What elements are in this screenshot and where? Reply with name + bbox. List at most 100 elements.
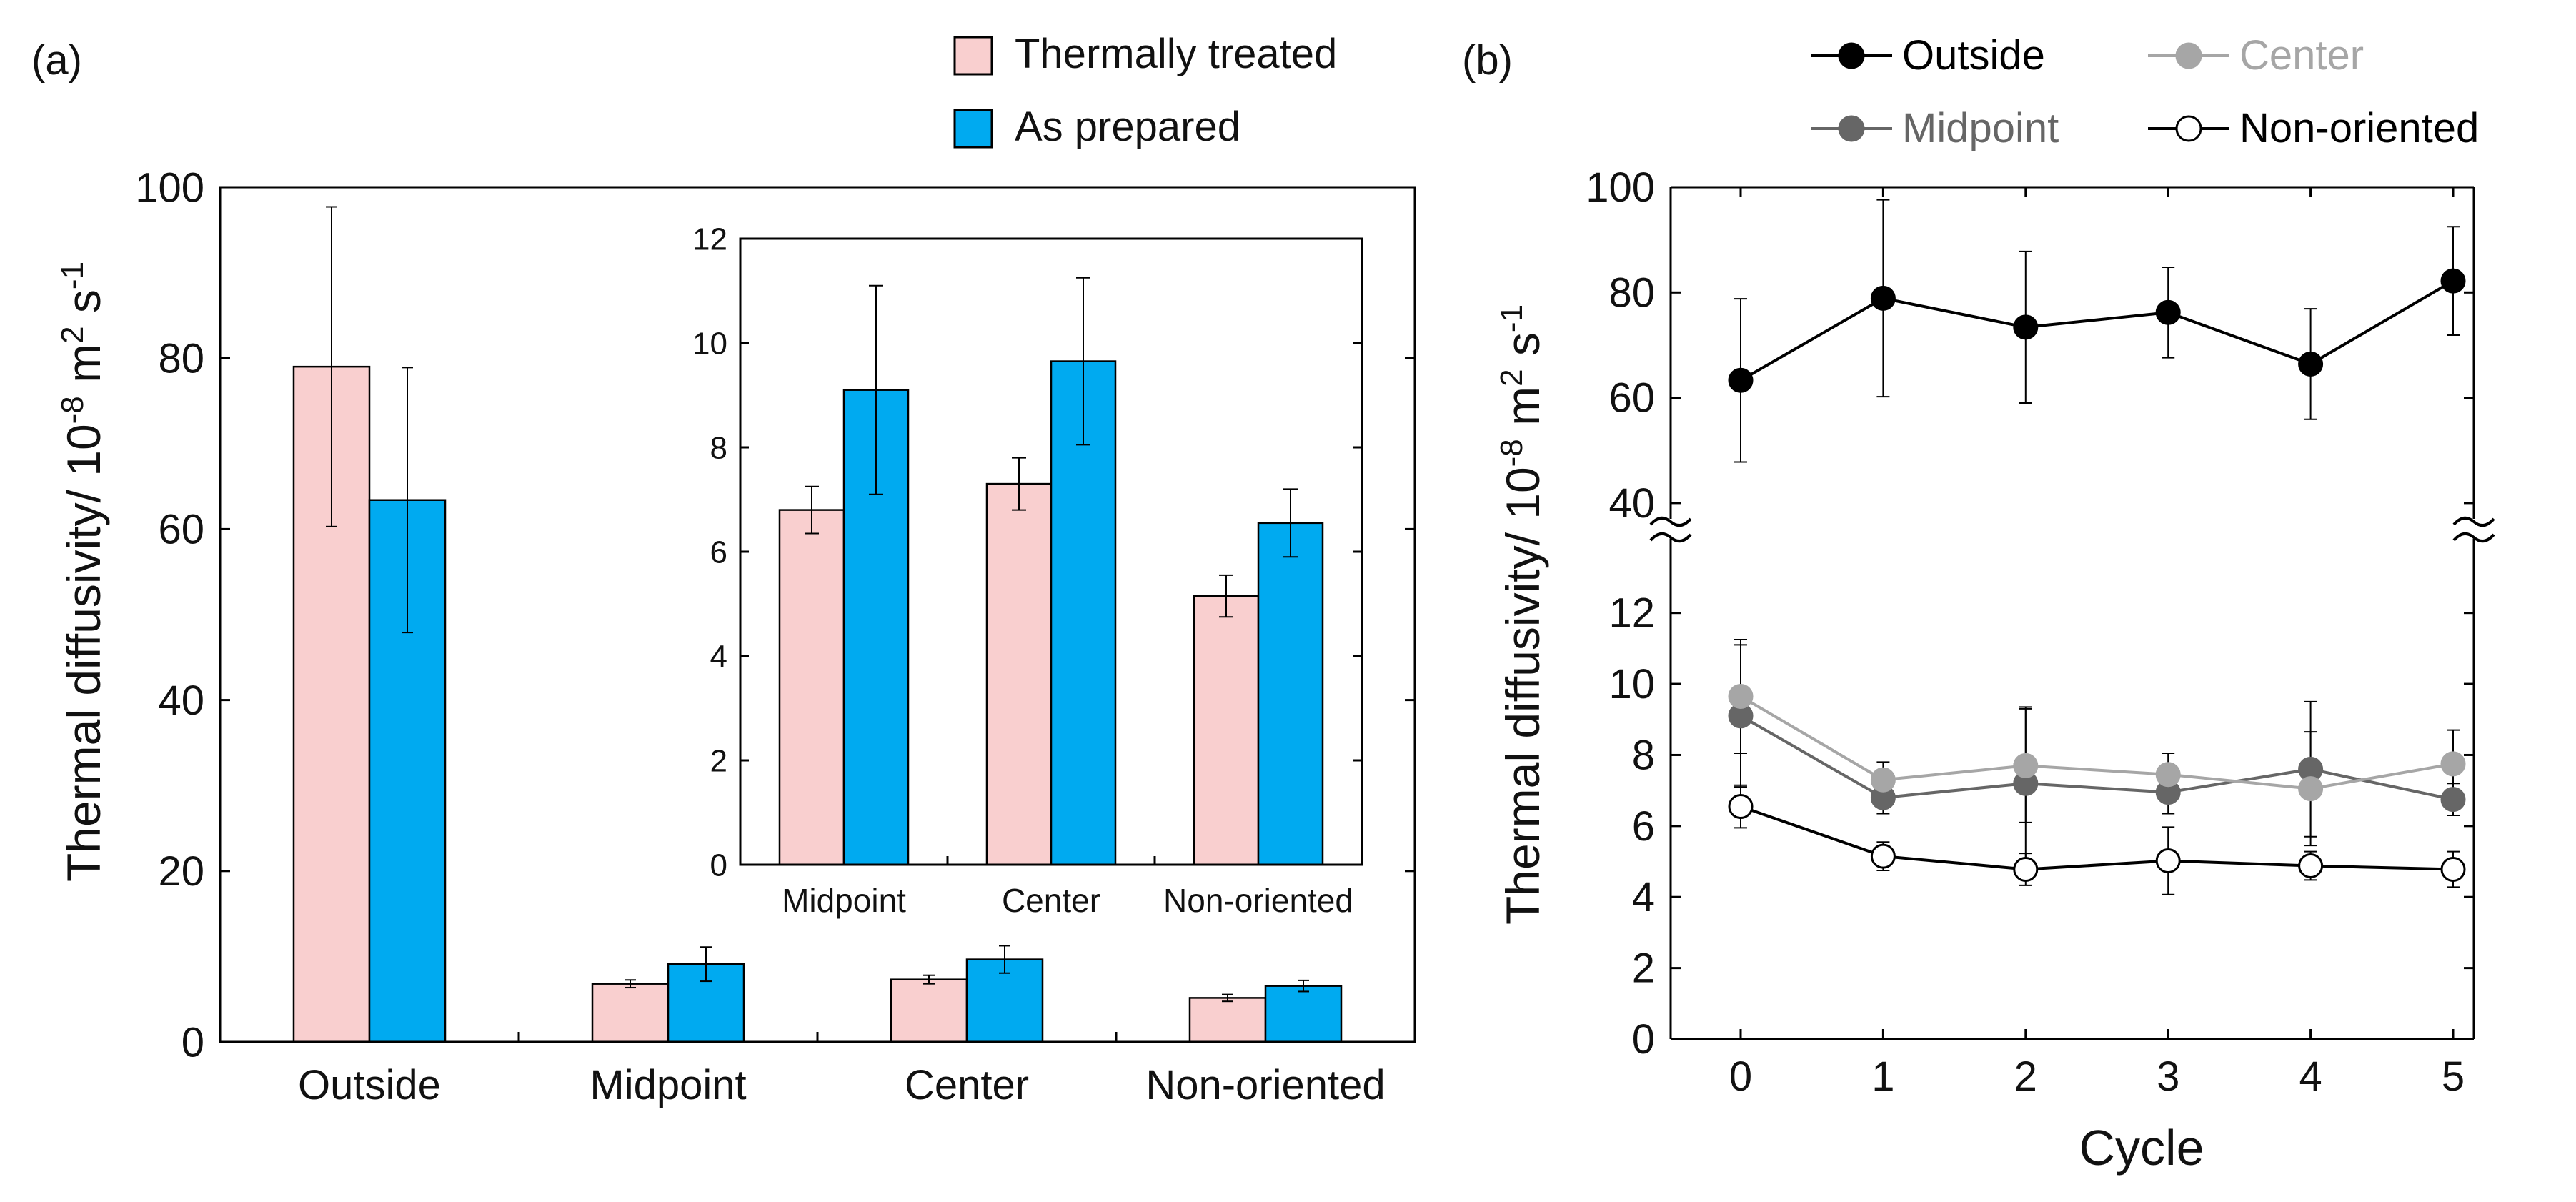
inset-chart: 0 2 4 6 8 10 12 Midpoint Center Non-oriented <box>692 222 1363 919</box>
bar-as-prepared-midpoint <box>842 389 910 866</box>
point-center-3 <box>2155 762 2181 788</box>
error-bar-thermally-treated-center <box>1012 457 1026 511</box>
legend-label-center: Center <box>2239 32 2364 79</box>
bar-as-prepared-non-oriented <box>1264 985 1343 1043</box>
legend-label-midpoint: Midpoint <box>1902 105 2059 152</box>
legend-label-thermally-treated: Thermally treated <box>1015 31 1337 77</box>
legend-a: Thermally treated As prepared <box>953 31 1337 150</box>
x-tick-label-midpoint: Midpoint <box>590 1062 746 1108</box>
error-bars-b <box>1734 199 2460 895</box>
error-bar-as-prepared-outside <box>402 367 413 634</box>
point-outside-2 <box>2013 314 2039 340</box>
legend-entry-midpoint: Midpoint <box>1811 105 2059 152</box>
y-tick-label: 60 <box>158 507 204 553</box>
x-tick-label: 5 <box>2442 1053 2465 1100</box>
y-tick-label: 12 <box>1608 590 1655 637</box>
error-bar-thermally-treated-center <box>923 974 935 985</box>
x-axis-ticks-a: Outside Midpoint Center Non-oriented <box>298 1032 1386 1108</box>
error-bar-as-prepared-non-oriented <box>1283 488 1298 558</box>
x-tick-label-center: Center <box>905 1062 1029 1108</box>
bar-thermally-treated-center <box>890 978 968 1043</box>
bar-as-prepared-outside <box>368 499 447 1043</box>
legend-b: Outside Center Midpoint Non-oriented <box>1811 32 2479 152</box>
bar-thermally-treated-midpoint <box>778 509 845 866</box>
point-non-oriented-4 <box>2298 853 2324 879</box>
point-midpoint-5 <box>2440 787 2466 813</box>
bar-thermally-treated-center <box>985 482 1053 866</box>
legend-entry-outside: Outside <box>1811 32 2045 79</box>
x-tick-label: 2 <box>2014 1053 2037 1100</box>
error-bar-thermally-treated-outside <box>326 206 337 527</box>
y-tick-label: 100 <box>1586 164 1655 211</box>
point-non-oriented-5 <box>2440 856 2466 882</box>
axis-break-marks <box>1649 516 2495 543</box>
x-tick-label-midpoint: Midpoint <box>782 882 906 919</box>
point-non-oriented-3 <box>2155 848 2181 874</box>
legend-marker-non-oriented <box>2175 115 2202 142</box>
inset-y-axis-ticks: 0 2 4 6 8 10 12 <box>692 222 1362 883</box>
error-bars-a <box>326 206 1309 1003</box>
inset-error-bars <box>805 277 1298 618</box>
y-tick-label: 0 <box>710 848 727 883</box>
error-bar-as-prepared-midpoint <box>869 284 883 495</box>
y-tick-label: 6 <box>1632 803 1655 850</box>
error-bar-thermally-treated-non-oriented <box>1222 993 1233 1003</box>
bars-a <box>292 365 1343 1043</box>
point-center-0 <box>1728 683 1754 709</box>
panel-a: (a) Thermally treated As prepared Therma… <box>31 31 1416 1108</box>
legend-entry-non-oriented: Non-oriented <box>2148 105 2479 152</box>
legend-swatch-as-prepared <box>953 109 993 149</box>
x-tick-label-non-oriented: Non-oriented <box>1163 882 1353 919</box>
y-tick-label: 4 <box>710 639 727 674</box>
plot-frame-b <box>1669 186 2475 1040</box>
point-outside-1 <box>1870 285 1896 311</box>
error-bar-thermally-treated-midpoint <box>805 485 819 535</box>
legend-label-non-oriented: Non-oriented <box>2239 105 2479 152</box>
y-tick-label: 60 <box>1608 375 1655 422</box>
y-tick-label: 0 <box>181 1019 204 1066</box>
legend-label-as-prepared: As prepared <box>1015 104 1240 150</box>
y-tick-label: 20 <box>158 848 204 895</box>
y-tick-label: 0 <box>1632 1016 1655 1063</box>
legend-marker-center <box>2175 42 2202 69</box>
inset-frame <box>739 237 1363 866</box>
x-tick-label: 1 <box>1871 1053 1894 1100</box>
y-tick-label: 8 <box>710 430 727 465</box>
y-tick-label: 6 <box>710 535 727 570</box>
error-bar-as-prepared-center <box>1076 277 1090 446</box>
error-bar-as-prepared-midpoint <box>700 946 712 983</box>
y-axis-title-a: Thermal diffusivity/ 10-8 m2 s-1 <box>55 262 110 882</box>
inset-bars <box>778 360 1324 866</box>
point-outside-5 <box>2440 268 2466 294</box>
bar-thermally-treated-non-oriented <box>1188 997 1267 1043</box>
y-tick-label: 10 <box>1608 661 1655 707</box>
legend-swatch-thermally-treated <box>953 36 993 76</box>
point-non-oriented-2 <box>2013 856 2039 882</box>
y-tick-label: 80 <box>1608 269 1655 316</box>
x-tick-label-non-oriented: Non-oriented <box>1145 1062 1385 1108</box>
point-non-oriented-0 <box>1728 794 1754 820</box>
x-tick-label: 0 <box>1729 1053 1752 1100</box>
x-axis-title-b: Cycle <box>2079 1120 2204 1176</box>
y-tick-label: 12 <box>692 222 727 257</box>
error-bar-as-prepared-center <box>999 945 1010 974</box>
y-tick-label: 2 <box>1632 945 1655 992</box>
y-tick-label: 8 <box>1632 732 1655 778</box>
point-center-4 <box>2298 776 2324 802</box>
point-non-oriented-1 <box>1870 843 1896 869</box>
series-line-outside <box>1740 279 2455 382</box>
legend-entry-center: Center <box>2148 32 2364 79</box>
point-center-5 <box>2440 751 2466 777</box>
y-tick-label: 40 <box>158 677 204 724</box>
error-bar-as-prepared-non-oriented <box>1298 979 1309 993</box>
point-outside-0 <box>1728 367 1754 393</box>
x-tick-label-center: Center <box>1002 882 1100 919</box>
y-tick-label: 100 <box>135 164 204 211</box>
x-tick-label: 4 <box>2299 1053 2322 1100</box>
y-tick-label: 2 <box>710 743 727 778</box>
series-line-midpoint <box>1740 715 2454 801</box>
error-bar-thermally-treated-non-oriented <box>1219 574 1233 618</box>
